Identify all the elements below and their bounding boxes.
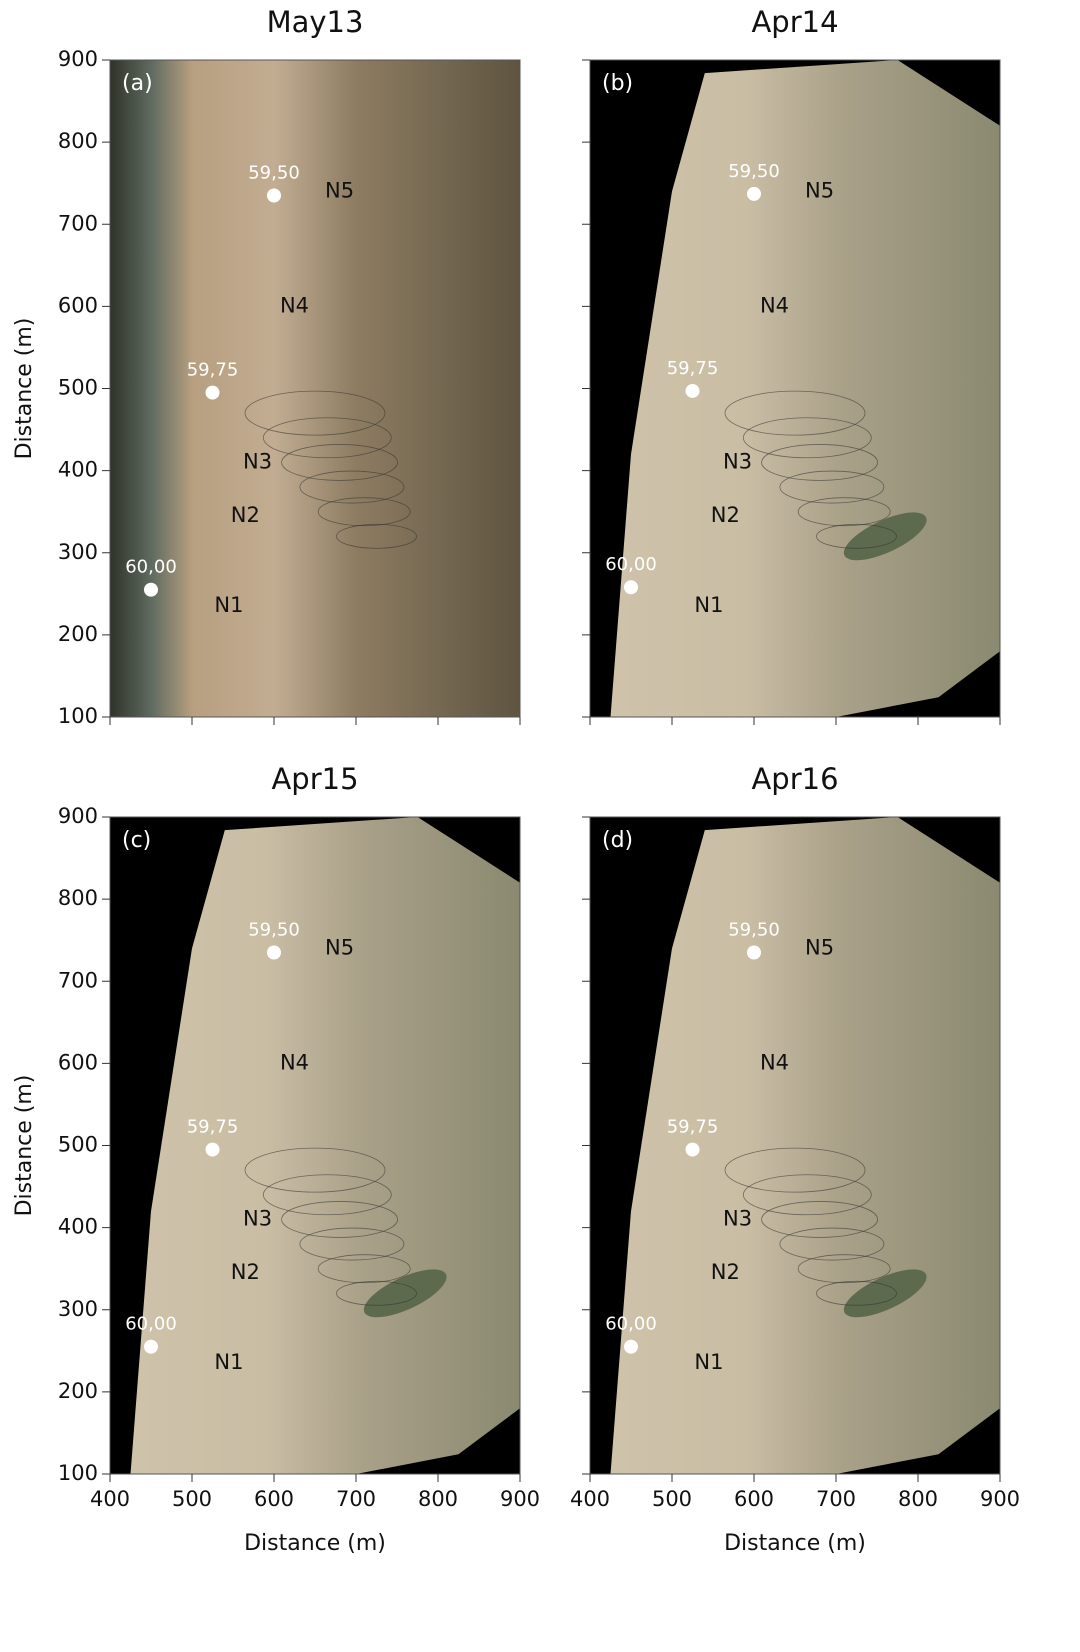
point-label: 59,75: [187, 1117, 239, 1138]
survey-point: [747, 187, 761, 201]
x-tick-label: 400: [570, 1487, 610, 1511]
survey-point: [144, 1340, 158, 1354]
x-tick-label: 700: [336, 1487, 376, 1511]
y-axis-label: Distance (m): [12, 318, 37, 460]
dune-label: N4: [280, 293, 309, 317]
figure: May13 (a) 100 200 300 400 500 600 700 800 900 Dista…: [0, 0, 1080, 1652]
point-label: 59,75: [187, 360, 239, 381]
x-tick-label: 500: [172, 1487, 212, 1511]
x-tick-label: 400: [90, 1487, 130, 1511]
dune-label: N4: [760, 1050, 789, 1074]
y-tick-label: 400: [58, 1215, 98, 1239]
point-label: 60,00: [125, 557, 177, 578]
survey-point: [747, 946, 761, 960]
dune-label: N1: [214, 1350, 243, 1374]
dune-label: N5: [805, 935, 834, 959]
x-tick-label: 900: [980, 1487, 1020, 1511]
dune-label: N5: [325, 935, 354, 959]
survey-point: [206, 386, 220, 400]
point-label: 59,50: [728, 161, 780, 182]
y-tick-label: 700: [58, 968, 98, 992]
dune-label: N2: [231, 1260, 260, 1284]
panel-title: May13: [267, 5, 364, 39]
point-label: 59,50: [248, 163, 300, 184]
y-tick-label: 900: [58, 804, 98, 828]
y-tick-label: 900: [58, 47, 98, 71]
point-label: 60,00: [605, 1314, 657, 1335]
survey-point: [267, 189, 281, 203]
panel-label: (c): [122, 828, 151, 853]
survey-point: [267, 946, 281, 960]
panel-title: Apr15: [271, 762, 358, 796]
aerial-image: [110, 60, 520, 717]
dune-label: N3: [243, 449, 272, 473]
y-tick-label: 100: [58, 1461, 98, 1485]
x-axis-label: Distance (m): [244, 1531, 386, 1556]
x-tick-label: 500: [652, 1487, 692, 1511]
y-tick-label: 600: [58, 1050, 98, 1074]
dune-label: N5: [325, 178, 354, 202]
y-tick-label: 300: [58, 1297, 98, 1321]
x-tick-label: 800: [418, 1487, 458, 1511]
dune-label: N1: [214, 593, 243, 617]
dune-label: N2: [231, 503, 260, 527]
dune-label: N2: [711, 1260, 740, 1284]
dune-label: N3: [723, 449, 752, 473]
survey-point: [144, 583, 158, 597]
x-tick-label: 600: [254, 1487, 294, 1511]
y-tick-label: 100: [58, 704, 98, 728]
x-tick-label: 800: [898, 1487, 938, 1511]
y-tick-label: 200: [58, 622, 98, 646]
x-tick-label: 900: [500, 1487, 540, 1511]
y-tick-label: 400: [58, 458, 98, 482]
panel-label: (b): [602, 71, 633, 96]
panel-title: Apr16: [751, 762, 838, 796]
survey-point: [206, 1143, 220, 1157]
point-label: 59,50: [728, 920, 780, 941]
point-label: 60,00: [605, 554, 657, 575]
y-tick-label: 800: [58, 129, 98, 153]
dune-label: N2: [711, 503, 740, 527]
survey-point: [686, 384, 700, 398]
y-axis-label: Distance (m): [12, 1075, 37, 1217]
point-label: 59,75: [667, 358, 719, 379]
survey-point: [624, 1340, 638, 1354]
y-tick-label: 800: [58, 886, 98, 910]
dune-label: N3: [243, 1206, 272, 1230]
point-label: 60,00: [125, 1314, 177, 1335]
x-tick-label: 600: [734, 1487, 774, 1511]
y-tick-label: 700: [58, 211, 98, 235]
y-tick-label: 200: [58, 1379, 98, 1403]
dune-label: N3: [723, 1206, 752, 1230]
x-axis-label: Distance (m): [724, 1531, 866, 1556]
dune-label: N5: [805, 178, 834, 202]
dune-label: N1: [694, 1350, 723, 1374]
y-tick-label: 600: [58, 293, 98, 317]
point-label: 59,50: [248, 920, 300, 941]
dune-label: N1: [694, 593, 723, 617]
survey-point: [686, 1143, 700, 1157]
y-tick-label: 500: [58, 376, 98, 400]
dune-label: N4: [760, 293, 789, 317]
survey-point: [624, 580, 638, 594]
dune-label: N4: [280, 1050, 309, 1074]
y-tick-label: 300: [58, 540, 98, 564]
x-tick-label: 700: [816, 1487, 856, 1511]
panel-label: (d): [602, 828, 633, 853]
panel-title: Apr14: [751, 5, 838, 39]
point-label: 59,75: [667, 1117, 719, 1138]
panel-label: (a): [122, 71, 153, 96]
y-tick-label: 500: [58, 1133, 98, 1157]
